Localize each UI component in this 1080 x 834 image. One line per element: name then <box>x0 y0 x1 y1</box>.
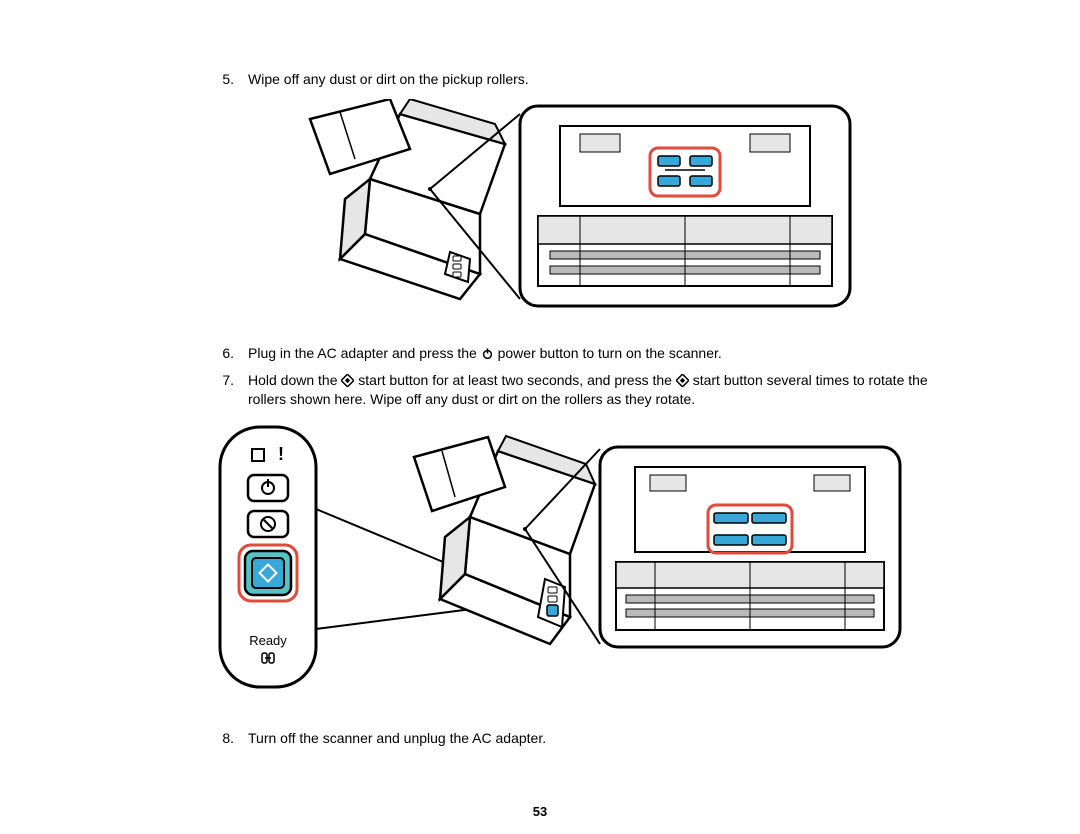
step-number: 6. <box>180 344 248 363</box>
step-text: Plug in the AC adapter and press the pow… <box>248 344 940 363</box>
start-icon <box>341 372 358 388</box>
power-icon <box>481 345 498 361</box>
start-icon <box>676 372 693 388</box>
figure-step7: ! Ready <box>180 419 940 699</box>
diagram-rotate-rollers: ! Ready <box>210 419 910 699</box>
figure-step5 <box>180 99 940 314</box>
step-number: 5. <box>180 70 248 89</box>
step-text: Hold down the start button for at least … <box>248 371 940 409</box>
step7-b: start button for at least two seconds, a… <box>358 372 676 388</box>
svg-text:!: ! <box>278 444 284 464</box>
step-6: 6. Plug in the AC adapter and press the … <box>180 344 940 363</box>
manual-page: 5. Wipe off any dust or dirt on the pick… <box>0 0 1080 834</box>
step-number: 7. <box>180 371 248 390</box>
step6-pre: Plug in the AC adapter and press the <box>248 345 481 361</box>
panel-ready-label: Ready <box>249 633 287 648</box>
step-5: 5. Wipe off any dust or dirt on the pick… <box>180 70 940 89</box>
step-8: 8. Turn off the scanner and unplug the A… <box>180 729 940 748</box>
step-number: 8. <box>180 729 248 748</box>
step-text: Turn off the scanner and unplug the AC a… <box>248 729 940 748</box>
diagram-pickup-rollers <box>260 99 860 314</box>
step6-post: power button to turn on the scanner. <box>498 345 722 361</box>
step7-a: Hold down the <box>248 372 341 388</box>
step-7: 7. Hold down the start button for at lea… <box>180 371 940 409</box>
page-number: 53 <box>0 804 1080 819</box>
step-text: Wipe off any dust or dirt on the pickup … <box>248 70 940 89</box>
